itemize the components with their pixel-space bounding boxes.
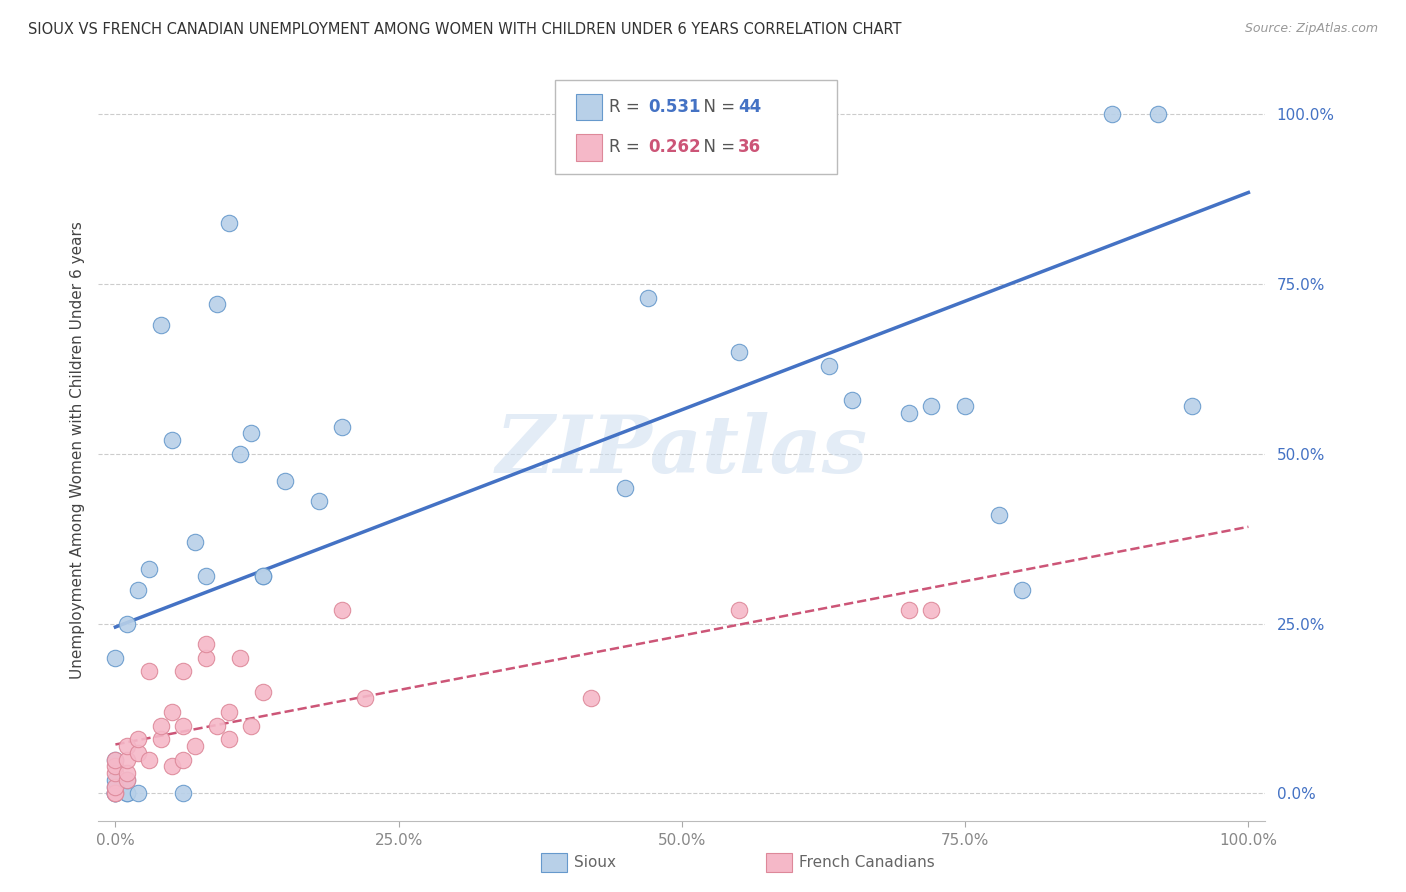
- Point: [841, 392, 863, 407]
- Point: [988, 508, 1011, 522]
- Point: [1181, 400, 1204, 414]
- Point: [308, 494, 330, 508]
- Point: [172, 752, 194, 766]
- Point: [953, 400, 976, 414]
- Point: [671, 107, 693, 121]
- Point: [252, 569, 274, 583]
- Point: [127, 582, 149, 597]
- Point: [727, 345, 749, 359]
- Text: 44: 44: [738, 98, 762, 116]
- Text: 0.262: 0.262: [648, 138, 700, 156]
- Point: [149, 318, 172, 332]
- Text: ZIPatlas: ZIPatlas: [496, 412, 868, 489]
- Point: [104, 787, 127, 801]
- Point: [115, 752, 138, 766]
- Point: [172, 664, 194, 678]
- Point: [104, 752, 127, 766]
- Text: French Canadians: French Canadians: [799, 855, 935, 870]
- Text: R =: R =: [609, 98, 645, 116]
- Point: [614, 481, 637, 495]
- Point: [218, 216, 240, 230]
- Point: [115, 616, 138, 631]
- Point: [671, 107, 693, 121]
- Point: [138, 752, 160, 766]
- Point: [115, 787, 138, 801]
- Point: [160, 434, 183, 448]
- Point: [218, 705, 240, 719]
- Point: [172, 787, 194, 801]
- Point: [160, 759, 183, 773]
- Point: [115, 772, 138, 787]
- Point: [195, 637, 218, 651]
- Point: [149, 732, 172, 747]
- Text: Source: ZipAtlas.com: Source: ZipAtlas.com: [1244, 22, 1378, 36]
- Point: [104, 780, 127, 794]
- Point: [1101, 107, 1123, 121]
- Point: [727, 603, 749, 617]
- Point: [138, 562, 160, 576]
- Point: [160, 705, 183, 719]
- Point: [818, 359, 841, 373]
- Point: [240, 718, 263, 732]
- Text: N =: N =: [693, 98, 741, 116]
- Point: [104, 787, 127, 801]
- Point: [897, 603, 920, 617]
- Point: [138, 664, 160, 678]
- Point: [207, 718, 229, 732]
- Point: [115, 766, 138, 780]
- Point: [127, 787, 149, 801]
- Point: [104, 780, 127, 794]
- Point: [127, 732, 149, 747]
- Point: [240, 426, 263, 441]
- Point: [104, 759, 127, 773]
- Y-axis label: Unemployment Among Women with Children Under 6 years: Unemployment Among Women with Children U…: [69, 221, 84, 680]
- Point: [252, 569, 274, 583]
- Point: [104, 787, 127, 801]
- Point: [1011, 582, 1033, 597]
- Point: [104, 752, 127, 766]
- Point: [127, 746, 149, 760]
- Point: [920, 603, 942, 617]
- Point: [115, 739, 138, 753]
- Point: [207, 297, 229, 311]
- Point: [183, 739, 205, 753]
- Text: 36: 36: [738, 138, 761, 156]
- Point: [274, 474, 297, 488]
- Point: [581, 691, 603, 706]
- Text: R =: R =: [609, 138, 645, 156]
- Point: [104, 772, 127, 787]
- Point: [149, 718, 172, 732]
- Point: [785, 107, 807, 121]
- Point: [172, 718, 194, 732]
- Text: Sioux: Sioux: [574, 855, 616, 870]
- Point: [115, 787, 138, 801]
- Point: [104, 650, 127, 665]
- Point: [637, 291, 659, 305]
- Point: [229, 650, 252, 665]
- Point: [195, 569, 218, 583]
- Point: [183, 535, 205, 549]
- Point: [104, 766, 127, 780]
- Point: [115, 772, 138, 787]
- Point: [330, 603, 353, 617]
- Point: [195, 650, 218, 665]
- Point: [104, 787, 127, 801]
- Point: [104, 787, 127, 801]
- Point: [252, 684, 274, 698]
- Text: SIOUX VS FRENCH CANADIAN UNEMPLOYMENT AMONG WOMEN WITH CHILDREN UNDER 6 YEARS CO: SIOUX VS FRENCH CANADIAN UNEMPLOYMENT AM…: [28, 22, 901, 37]
- Point: [330, 419, 353, 434]
- Point: [353, 691, 375, 706]
- Point: [897, 406, 920, 420]
- Point: [1146, 107, 1168, 121]
- Point: [920, 400, 942, 414]
- Point: [229, 447, 252, 461]
- Text: N =: N =: [693, 138, 741, 156]
- Text: 0.531: 0.531: [648, 98, 700, 116]
- Point: [218, 732, 240, 747]
